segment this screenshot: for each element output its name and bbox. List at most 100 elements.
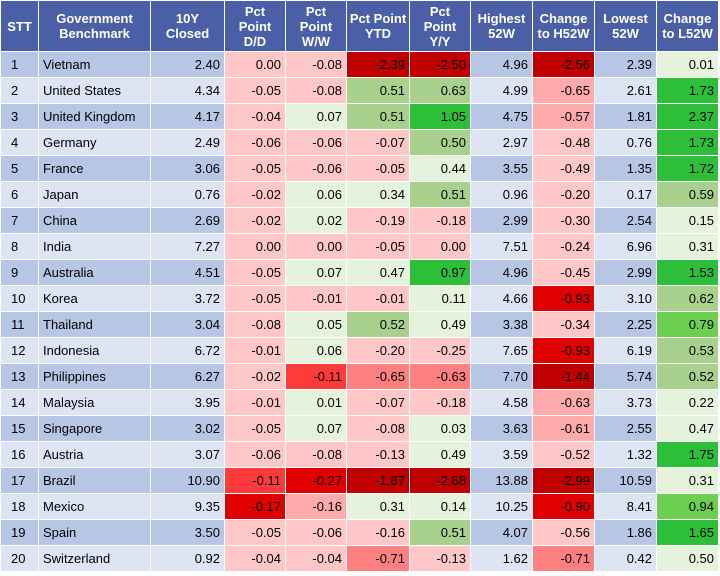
cell-highest-52w: 3.59: [470, 441, 533, 468]
cell-lowest-52w: 6.19: [594, 337, 657, 364]
header-row: STT Government Benchmark 10Y Closed Pct …: [0, 0, 719, 52]
cell-pct-ww: -0.11: [285, 363, 347, 390]
cell-lowest-52w: 1.81: [594, 103, 657, 130]
cell-stt: 8: [0, 233, 39, 260]
cell-pct-dd: -0.06: [224, 129, 286, 156]
cell-highest-52w: 7.70: [470, 363, 533, 390]
cell-stt: 6: [0, 181, 39, 208]
cell-pct-dd: -0.04: [224, 103, 286, 130]
cell-pct-dd: -0.05: [224, 259, 286, 286]
cell-10y-closed: 3.07: [150, 441, 225, 468]
cell-10y-closed: 10.90: [150, 467, 225, 494]
cell-pct-ww: -0.06: [285, 129, 347, 156]
cell-pct-dd: -0.02: [224, 363, 286, 390]
table-row: 5 France 3.06 -0.05 -0.06 -0.05 0.44 3.55 -0.49 1…: [0, 155, 719, 182]
cell-stt: 12: [0, 337, 39, 364]
table-row: 9 Australia 4.51 -0.05 0.07 0.47 0.97 4.96 -0.45…: [0, 259, 719, 286]
cell-stt: 9: [0, 259, 39, 286]
cell-change-h52w: -0.93: [532, 337, 595, 364]
table-row: 6 Japan 0.76 -0.02 0.06 0.34 0.51 0.96 -0.20 0.17…: [0, 181, 719, 208]
cell-lowest-52w: 2.39: [594, 51, 657, 78]
cell-benchmark-name: Malaysia: [38, 389, 151, 416]
cell-pct-ww: -0.08: [285, 77, 347, 104]
cell-pct-ww: 0.02: [285, 207, 347, 234]
cell-stt: 10: [0, 285, 39, 312]
cell-pct-yy: 0.44: [409, 155, 471, 182]
cell-change-h52w: -0.61: [532, 415, 595, 442]
cell-pct-yy: 0.49: [409, 311, 471, 338]
cell-10y-closed: 0.92: [150, 545, 225, 572]
cell-change-h52w: -0.49: [532, 155, 595, 182]
cell-change-h52w: -0.93: [532, 285, 595, 312]
col-header-ww: Pct Point W/W: [285, 0, 347, 52]
cell-benchmark-name: Japan: [38, 181, 151, 208]
cell-pct-ytd: 0.47: [346, 259, 410, 286]
cell-benchmark-name: Indonesia: [38, 337, 151, 364]
cell-pct-ytd: -1.87: [346, 467, 410, 494]
cell-lowest-52w: 1.86: [594, 519, 657, 546]
table-row: 7 China 2.69 -0.02 0.02 -0.19 -0.18 2.99 -0.30 2.…: [0, 207, 719, 234]
cell-pct-dd: -0.05: [224, 285, 286, 312]
cell-stt: 11: [0, 311, 39, 338]
cell-10y-closed: 4.34: [150, 77, 225, 104]
cell-lowest-52w: 0.42: [594, 545, 657, 572]
cell-pct-yy: -0.25: [409, 337, 471, 364]
cell-pct-yy: -2.68: [409, 467, 471, 494]
cell-lowest-52w: 6.96: [594, 233, 657, 260]
table-row: 16 Austria 3.07 -0.06 -0.08 -0.13 0.49 3.59 -0.5…: [0, 441, 719, 468]
cell-pct-dd: -0.01: [224, 389, 286, 416]
cell-pct-ytd: -0.01: [346, 285, 410, 312]
cell-10y-closed: 4.17: [150, 103, 225, 130]
cell-lowest-52w: 8.41: [594, 493, 657, 520]
cell-pct-dd: -0.17: [224, 493, 286, 520]
cell-pct-dd: -0.05: [224, 77, 286, 104]
cell-lowest-52w: 2.99: [594, 259, 657, 286]
cell-pct-ww: 0.07: [285, 103, 347, 130]
cell-change-h52w: -0.63: [532, 389, 595, 416]
cell-pct-ww: 0.07: [285, 415, 347, 442]
cell-stt: 15: [0, 415, 39, 442]
cell-lowest-52w: 1.35: [594, 155, 657, 182]
cell-lowest-52w: 1.32: [594, 441, 657, 468]
table-row: 18 Mexico 9.35 -0.17 -0.16 0.31 0.14 10.25 -0.90…: [0, 493, 719, 520]
cell-benchmark-name: United Kingdom: [38, 103, 151, 130]
cell-pct-ytd: -0.71: [346, 545, 410, 572]
cell-10y-closed: 2.49: [150, 129, 225, 156]
cell-pct-ytd: 0.52: [346, 311, 410, 338]
cell-change-h52w: -0.52: [532, 441, 595, 468]
cell-change-h52w: -0.65: [532, 77, 595, 104]
cell-change-l52w: 0.53: [656, 337, 719, 364]
cell-benchmark-name: Germany: [38, 129, 151, 156]
table-row: 11 Thailand 3.04 -0.08 0.05 0.52 0.49 3.38 -0.34…: [0, 311, 719, 338]
cell-highest-52w: 4.96: [470, 259, 533, 286]
cell-highest-52w: 0.96: [470, 181, 533, 208]
cell-change-l52w: 1.73: [656, 77, 719, 104]
cell-pct-yy: -0.13: [409, 545, 471, 572]
cell-benchmark-name: France: [38, 155, 151, 182]
cell-pct-dd: -0.05: [224, 519, 286, 546]
col-header-change-low52: Change to L52W: [656, 0, 719, 52]
cell-10y-closed: 3.02: [150, 415, 225, 442]
cell-highest-52w: 2.99: [470, 207, 533, 234]
cell-pct-ytd: -0.19: [346, 207, 410, 234]
cell-10y-closed: 3.06: [150, 155, 225, 182]
cell-pct-ytd: -0.16: [346, 519, 410, 546]
cell-lowest-52w: 10.59: [594, 467, 657, 494]
cell-pct-dd: -0.06: [224, 441, 286, 468]
cell-change-l52w: 1.65: [656, 519, 719, 546]
cell-pct-yy: 0.14: [409, 493, 471, 520]
cell-benchmark-name: Mexico: [38, 493, 151, 520]
cell-stt: 3: [0, 103, 39, 130]
table-row: 8 India 7.27 0.00 0.00 -0.05 0.00 7.51 -0.24 6.96…: [0, 233, 719, 260]
col-header-closed: 10Y Closed: [150, 0, 225, 52]
cell-10y-closed: 2.40: [150, 51, 225, 78]
cell-pct-dd: -0.02: [224, 207, 286, 234]
cell-benchmark-name: Philippines: [38, 363, 151, 390]
cell-pct-dd: -0.05: [224, 415, 286, 442]
cell-benchmark-name: Australia: [38, 259, 151, 286]
cell-change-h52w: -0.45: [532, 259, 595, 286]
col-header-dd: Pct Point D/D: [224, 0, 286, 52]
cell-highest-52w: 4.58: [470, 389, 533, 416]
cell-stt: 4: [0, 129, 39, 156]
